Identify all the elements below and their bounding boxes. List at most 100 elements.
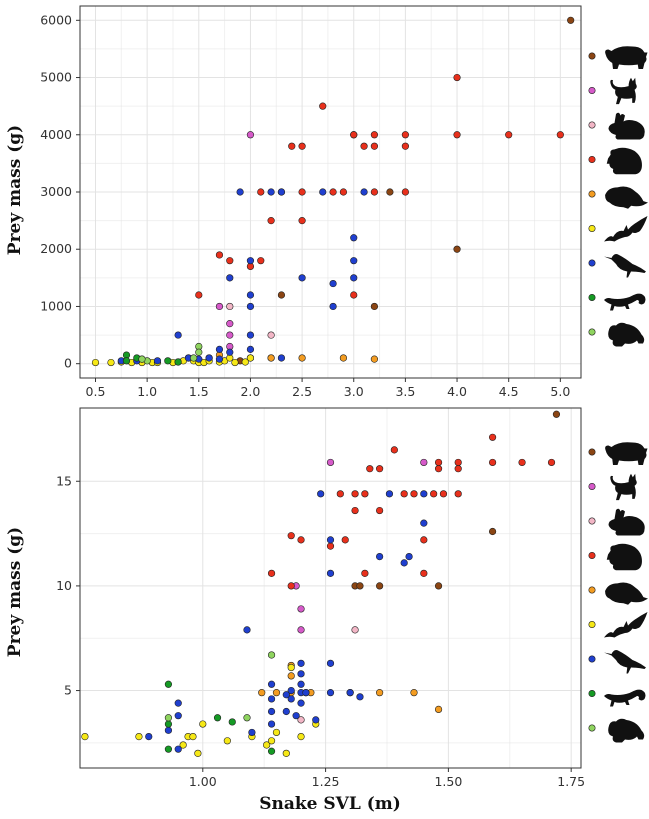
bottom-point-bird — [326, 536, 335, 544]
bottom-legend-marker-small-rodent — [588, 586, 596, 594]
bottom-point-bird — [297, 699, 305, 707]
bottom-point-bat — [287, 663, 295, 672]
bottom-point-bird — [326, 689, 335, 697]
bottom-point-rodent — [366, 465, 374, 473]
top-point-rodent — [505, 131, 513, 139]
bottom-point-rodent — [454, 465, 462, 473]
bottom-plot-frame — [79, 407, 582, 769]
top-point-cat — [246, 131, 255, 139]
top-y-axis-label: Prey mass (g) — [5, 125, 25, 255]
bottom-point-rodent — [430, 490, 438, 498]
top-legend-marker-frog — [588, 328, 596, 336]
bottom-legend-marker-pig — [588, 448, 596, 456]
bottom-point-rodent — [351, 506, 359, 515]
bottom-point-rodent — [420, 569, 428, 577]
top-point-rodent — [360, 142, 368, 150]
bottom-point-rodent — [287, 532, 295, 540]
top-point-rodent — [298, 188, 306, 196]
top-point-rodent — [401, 188, 409, 196]
bottom-point-rodent — [454, 490, 462, 498]
bottom-point-bat — [223, 737, 231, 745]
bottom-legend-marker-cat — [588, 482, 596, 490]
bottom-point-rodent — [488, 458, 497, 467]
bottom-point-rodent — [287, 582, 295, 590]
bottom-point-rodent — [267, 569, 276, 577]
top-point-bird — [246, 291, 255, 299]
top-point-rabbit — [267, 331, 275, 339]
rodent-silhouette-icon — [606, 543, 642, 571]
top-y-tick-label: 5000 — [40, 70, 72, 85]
top-legend-marker-bat — [588, 225, 596, 233]
bottom-point-pig — [376, 582, 384, 590]
bottom-legend-marker-frog — [588, 724, 596, 732]
top-point-pig — [386, 188, 394, 196]
top-legend-marker-rodent — [588, 156, 596, 164]
top-x-tick-label: 1.5 — [189, 384, 209, 399]
bottom-point-bat — [179, 741, 187, 749]
top-legend-marker-cat — [588, 87, 596, 95]
top-point-cat — [215, 302, 224, 311]
top-point-bird — [246, 302, 255, 311]
bottom-point-rodent — [547, 458, 556, 467]
top-x-tick-label: 2.0 — [240, 384, 260, 399]
frog-silhouette-icon — [608, 322, 645, 347]
top-point-small-rodent — [370, 355, 379, 363]
bottom-point-frog — [267, 651, 276, 659]
top-point-bird — [350, 257, 358, 265]
bottom-point-bird — [376, 553, 384, 561]
bottom-point-bat — [272, 728, 281, 737]
top-point-rodent — [370, 131, 379, 139]
bottom-point-small-rodent — [410, 689, 418, 697]
bottom-point-cat — [297, 626, 305, 634]
top-point-bird — [174, 331, 182, 339]
bottom-point-rodent — [390, 446, 398, 454]
bottom-point-rodent — [341, 536, 349, 544]
top-point-rodent — [370, 142, 379, 150]
bottom-point-rodent — [439, 490, 448, 498]
top-point-bird — [246, 257, 255, 265]
bottom-point-lizard — [213, 714, 222, 722]
bat-silhouette-icon — [604, 216, 648, 242]
bottom-point-bird — [400, 559, 408, 567]
top-point-bird — [267, 188, 275, 196]
bottom-legend — [588, 442, 648, 743]
top-point-rabbit — [226, 302, 234, 311]
top-x-tick-label: 3.5 — [395, 384, 415, 399]
top-point-rodent — [350, 131, 358, 139]
bottom-point-bird — [164, 726, 173, 734]
top-point-lizard — [122, 357, 131, 365]
top-point-rodent — [329, 188, 337, 196]
bottom-point-bird — [145, 733, 153, 741]
top-y-tick-label: 1000 — [40, 298, 72, 313]
top-x-tick-label: 4.5 — [499, 384, 519, 399]
top-x-tick-label: 2.5 — [292, 384, 312, 399]
bottom-point-cat — [420, 458, 428, 467]
bottom-point-bird — [297, 670, 305, 678]
top-legend-marker-bird — [588, 259, 596, 267]
top-y-tick-label: 3000 — [40, 184, 72, 199]
top-point-frog — [138, 355, 146, 363]
top-x-tick-label: 4.0 — [447, 384, 467, 399]
top-point-bird — [350, 234, 358, 242]
top-point-rodent — [401, 131, 409, 139]
lizard-silhouette-icon — [603, 688, 647, 708]
bottom-x-tick-label: 1.00 — [189, 774, 217, 789]
bottom-point-pig — [434, 582, 443, 590]
top-point-bird — [246, 345, 255, 353]
top-x-tick-label: 0.5 — [86, 384, 106, 399]
bottom-panel: 1.00 1.25 1.50 1.75 5 10 15 — [56, 407, 585, 789]
top-point-rodent — [319, 102, 327, 110]
bottom-point-bird — [267, 720, 276, 728]
bottom-point-bird — [282, 691, 290, 699]
bottom-x-axis-label: Snake SVL (m) — [259, 794, 401, 814]
top-point-pig — [370, 302, 379, 311]
top-y-tick-label: 0 — [64, 356, 72, 371]
bottom-legend-marker-lizard — [588, 689, 596, 697]
top-point-bird — [350, 274, 358, 282]
bottom-point-rodent — [434, 465, 443, 473]
bottom-point-bird — [292, 712, 300, 720]
top-point-rodent — [401, 142, 409, 150]
top-point-rodent — [298, 217, 306, 225]
top-point-small-rodent — [298, 354, 306, 362]
